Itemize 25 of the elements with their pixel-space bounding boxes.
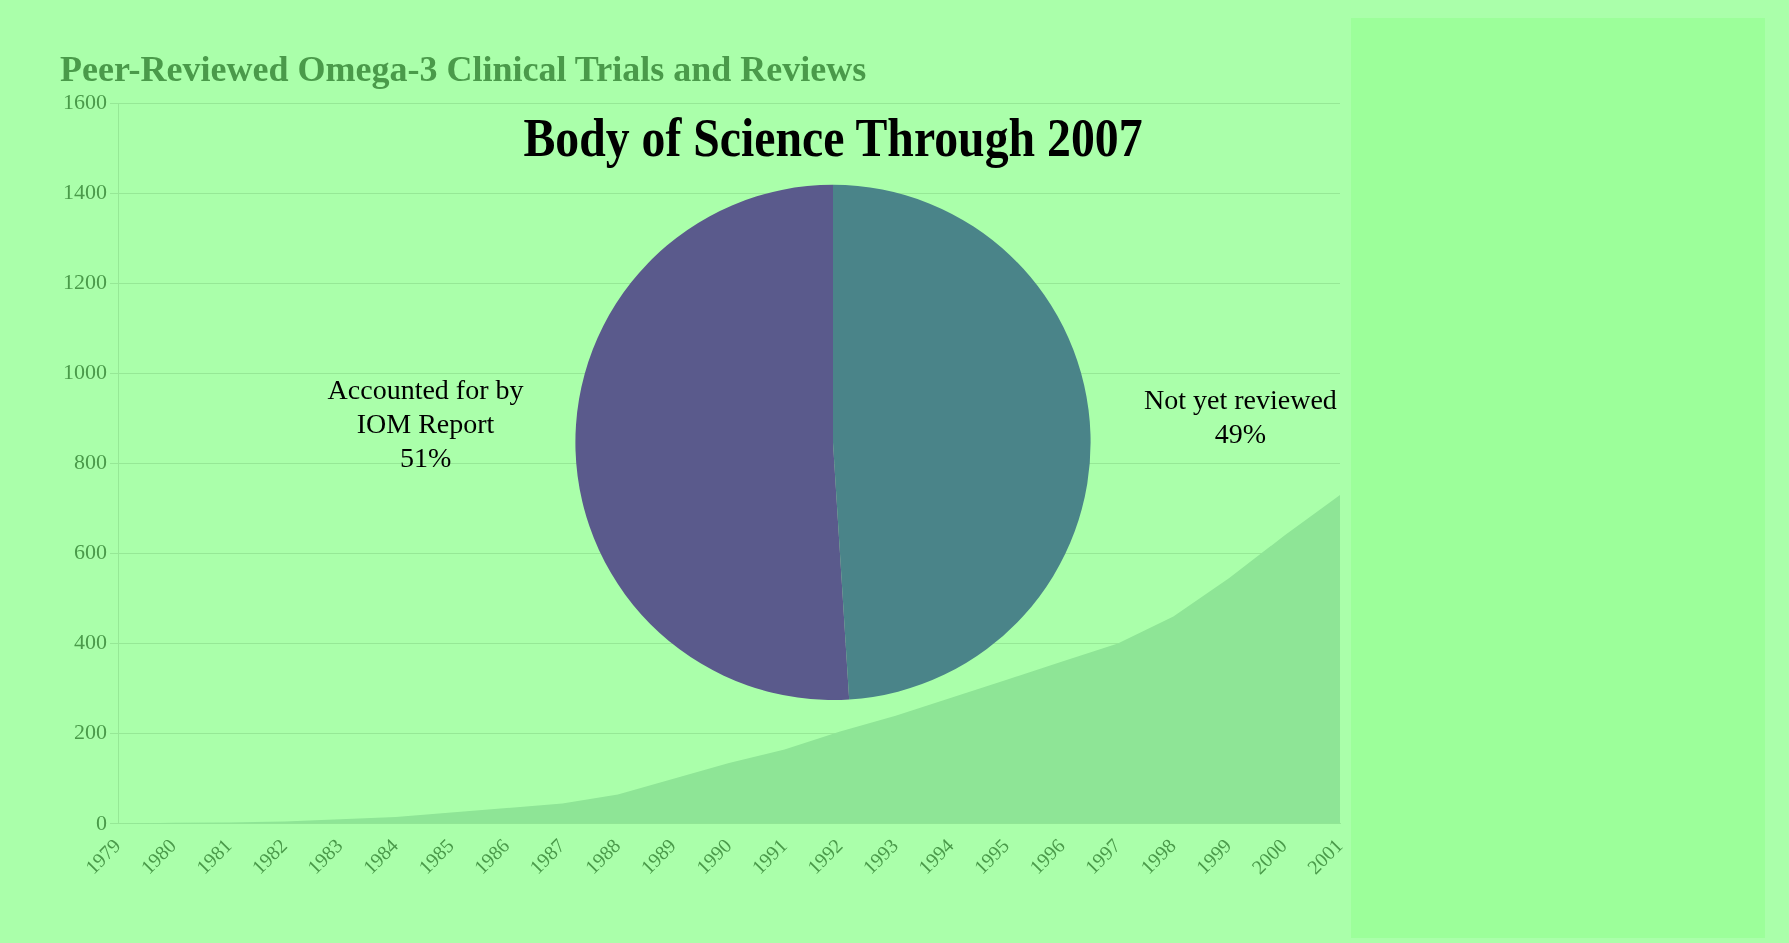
x-tick-label: 1982 — [247, 834, 292, 879]
x-tick-label: 1998 — [1136, 834, 1180, 879]
y-tick-label: 1400 — [63, 179, 107, 205]
x-tick-label: 1979 — [80, 834, 125, 879]
data-label: 51% — [399, 442, 452, 474]
y-tick-label: 400 — [74, 629, 107, 655]
y-tick-label: 200 — [74, 719, 107, 745]
chart-title: Peer-Reviewed Omega-3 Clinical Trials and Reviews — [60, 48, 867, 89]
x-tick-label: 1990 — [691, 834, 736, 879]
x-tick-label: 1999 — [1191, 834, 1236, 879]
y-tick-label: 1200 — [63, 269, 107, 295]
slice-label: Not yet reviewed — [1144, 384, 1337, 416]
x-tick-label: 1980 — [136, 834, 181, 879]
chart-title: Body of Science Through 2007 — [523, 108, 1143, 169]
x-tick-label: 1991 — [747, 834, 792, 879]
y-tick-label: 1600 — [63, 88, 107, 114]
y-tick-label: 800 — [74, 449, 107, 475]
slice-label: Accounted for by IOM Report — [327, 374, 524, 440]
data-label: 49% — [1214, 418, 1267, 450]
y-tick-label: 0 — [96, 809, 107, 835]
y-tick-label: 1000 — [63, 359, 107, 385]
x-tick-label: 1981 — [191, 834, 236, 879]
x-tick-label: 1992 — [802, 834, 847, 879]
y-tick-label: 600 — [74, 539, 107, 565]
x-tick-label: 1989 — [636, 834, 680, 879]
